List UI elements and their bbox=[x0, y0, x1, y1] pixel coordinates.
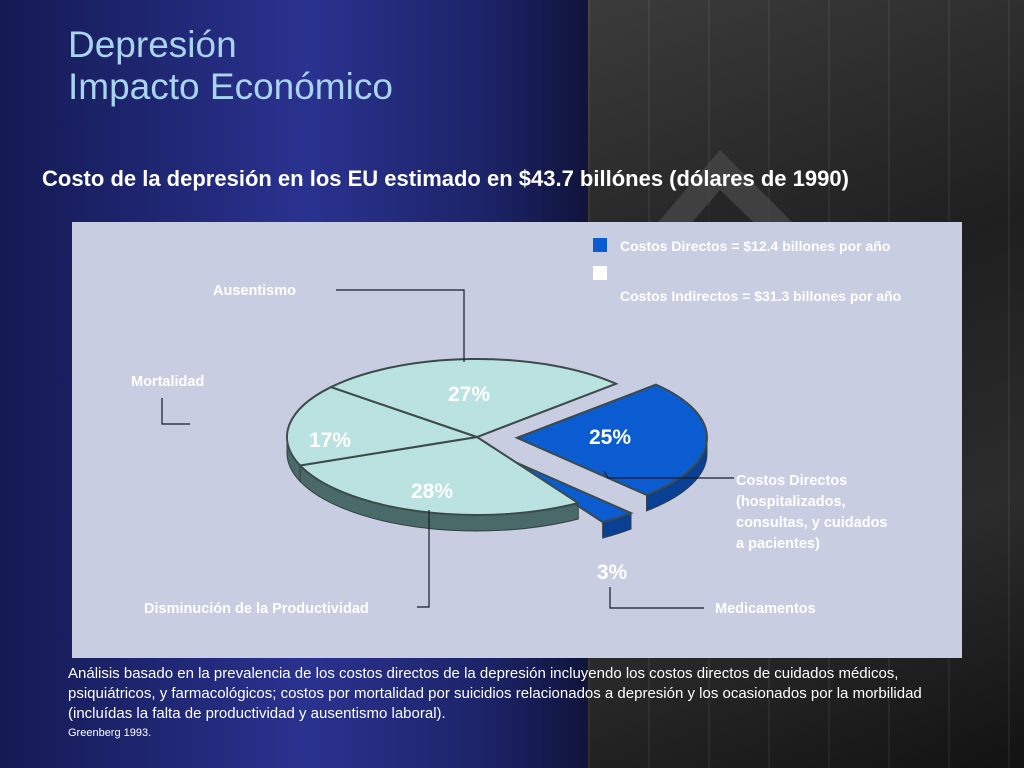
pie-slice-0 bbox=[514, 383, 708, 496]
data-label-0: 25% bbox=[589, 426, 631, 449]
pie-slice-4 bbox=[328, 357, 619, 439]
data-label-1: 3% bbox=[597, 561, 628, 584]
slide-title: Depresión Impacto Económico bbox=[68, 24, 393, 108]
leader-line-4 bbox=[336, 289, 465, 362]
category-label-2: Disminución de la Productividad bbox=[144, 601, 369, 617]
category-label-4: Ausentismo bbox=[213, 283, 296, 299]
data-label-4: 27% bbox=[448, 383, 490, 406]
leader-line-1 bbox=[609, 587, 704, 609]
category-label-1: Medicamentos bbox=[715, 601, 816, 617]
citation: Greenberg 1993. bbox=[68, 727, 152, 739]
pie-slice-2 bbox=[298, 435, 581, 516]
title-line-2: Impacto Económico bbox=[68, 66, 393, 107]
leader-line-2 bbox=[417, 510, 430, 608]
data-label-2: 28% bbox=[411, 480, 453, 503]
pie-slice-3 bbox=[286, 385, 478, 467]
leader-line-0 bbox=[603, 470, 734, 479]
title-line-1: Depresión bbox=[68, 24, 237, 65]
category-label-3: Mortalidad bbox=[131, 374, 204, 390]
legend-swatch-direct bbox=[593, 238, 607, 252]
leader-line-3 bbox=[161, 398, 190, 425]
pie-chart: 25% 3% 28% 17% 27% Costos Directos (hospitaliz… bbox=[131, 283, 888, 617]
footnote: Análisis basado en la prevalencia de los… bbox=[68, 665, 922, 722]
category-label-0: Costos Directos (hospitalizados, consultas… bbox=[736, 473, 888, 552]
legend-indirect: Costos Indirectos = $31.3 billones por a… bbox=[620, 288, 902, 304]
slide-subtitle: Costo de la depresión en los EU estimado… bbox=[42, 166, 849, 191]
legend-swatch-indirect bbox=[593, 266, 607, 280]
chart-panel: 25% 3% 28% 17% 27% Costos Directos (hospitaliz… bbox=[72, 222, 962, 658]
legend-direct: Costos Directos = $12.4 billones por año bbox=[620, 238, 891, 254]
data-label-3: 17% bbox=[309, 429, 351, 452]
pie-slice-1 bbox=[500, 455, 634, 524]
